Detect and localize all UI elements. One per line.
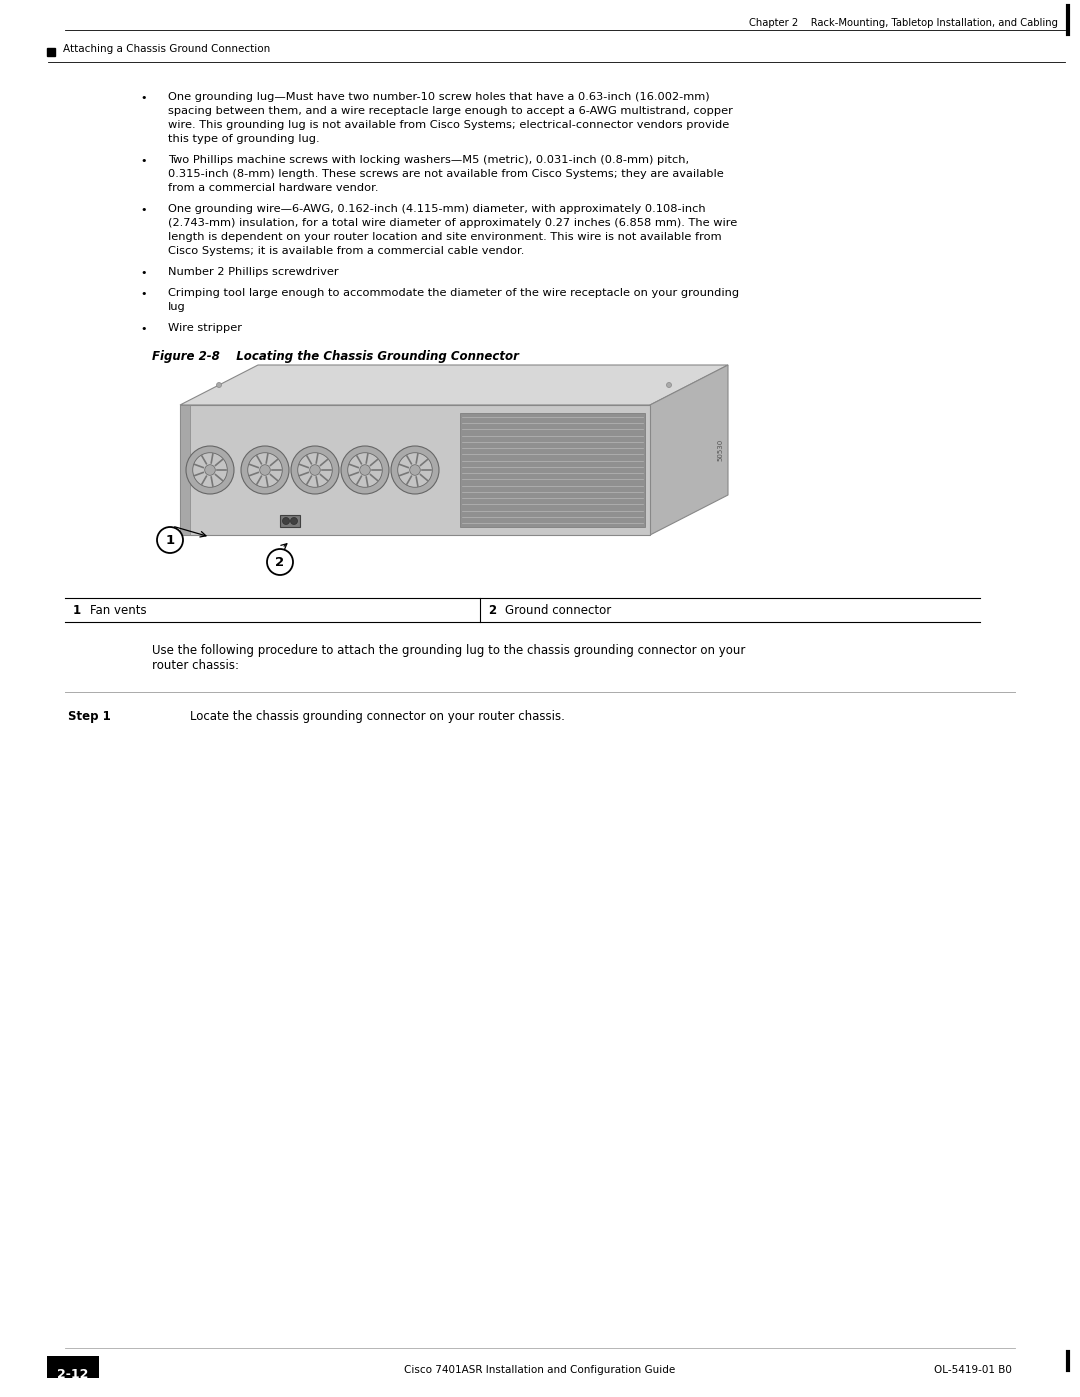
Polygon shape bbox=[180, 365, 728, 405]
Circle shape bbox=[409, 465, 420, 475]
Text: wire. This grounding lug is not available from Cisco Systems; electrical-connect: wire. This grounding lug is not availabl… bbox=[168, 120, 729, 130]
Text: from a commercial hardware vendor.: from a commercial hardware vendor. bbox=[168, 183, 378, 193]
Text: One grounding lug—Must have two number-10 screw holes that have a 0.63-inch (16.: One grounding lug—Must have two number-1… bbox=[168, 92, 710, 102]
Bar bbox=[280, 515, 300, 527]
Text: router chassis:: router chassis: bbox=[152, 659, 239, 672]
Text: Attaching a Chassis Ground Connection: Attaching a Chassis Ground Connection bbox=[63, 43, 270, 54]
Text: 2: 2 bbox=[488, 604, 496, 617]
Circle shape bbox=[205, 465, 215, 475]
Circle shape bbox=[291, 446, 339, 495]
Text: •: • bbox=[140, 324, 147, 334]
Circle shape bbox=[298, 453, 333, 488]
Text: Cisco Systems; it is available from a commercial cable vendor.: Cisco Systems; it is available from a co… bbox=[168, 246, 525, 256]
Circle shape bbox=[157, 527, 183, 553]
Text: lug: lug bbox=[168, 302, 186, 312]
Text: •: • bbox=[140, 289, 147, 299]
Circle shape bbox=[348, 453, 382, 488]
Circle shape bbox=[291, 517, 297, 524]
Bar bbox=[180, 405, 190, 535]
Text: Use the following procedure to attach the grounding lug to the chassis grounding: Use the following procedure to attach th… bbox=[152, 644, 745, 657]
Circle shape bbox=[397, 453, 432, 488]
Text: Crimping tool large enough to accommodate the diameter of the wire receptacle on: Crimping tool large enough to accommodat… bbox=[168, 288, 739, 298]
Text: •: • bbox=[140, 156, 147, 166]
Text: 50530: 50530 bbox=[717, 439, 723, 461]
Circle shape bbox=[247, 453, 282, 488]
Text: 1: 1 bbox=[165, 534, 175, 546]
Text: One grounding wire—6-AWG, 0.162-inch (4.115-mm) diameter, with approximately 0.1: One grounding wire—6-AWG, 0.162-inch (4.… bbox=[168, 204, 705, 214]
Text: •: • bbox=[140, 94, 147, 103]
Text: Ground connector: Ground connector bbox=[505, 604, 611, 617]
Circle shape bbox=[310, 465, 321, 475]
Circle shape bbox=[666, 383, 672, 387]
Text: •: • bbox=[140, 205, 147, 215]
Circle shape bbox=[267, 549, 293, 576]
Text: 2-12: 2-12 bbox=[57, 1368, 89, 1382]
Circle shape bbox=[259, 465, 270, 475]
Circle shape bbox=[241, 446, 289, 495]
Bar bbox=[48, 1356, 99, 1377]
Text: OL-5419-01 B0: OL-5419-01 B0 bbox=[934, 1365, 1012, 1375]
Text: length is dependent on your router location and site environment. This wire is n: length is dependent on your router locat… bbox=[168, 232, 721, 242]
Text: this type of grounding lug.: this type of grounding lug. bbox=[168, 134, 320, 144]
Bar bbox=[48, 47, 55, 56]
Text: (2.743-mm) insulation, for a total wire diameter of approximately 0.27 inches (6: (2.743-mm) insulation, for a total wire … bbox=[168, 218, 738, 228]
Text: 2: 2 bbox=[275, 556, 284, 569]
Text: spacing between them, and a wire receptacle large enough to accept a 6-AWG multi: spacing between them, and a wire recepta… bbox=[168, 106, 733, 116]
Text: Figure 2-8    Locating the Chassis Grounding Connector: Figure 2-8 Locating the Chassis Groundin… bbox=[152, 351, 518, 363]
Text: Cisco 7401ASR Installation and Configuration Guide: Cisco 7401ASR Installation and Configura… bbox=[404, 1365, 676, 1375]
Bar bbox=[460, 414, 645, 527]
Text: •: • bbox=[140, 268, 147, 278]
Text: 0.315-inch (8-mm) length. These screws are not available from Cisco Systems; the: 0.315-inch (8-mm) length. These screws a… bbox=[168, 169, 724, 179]
Circle shape bbox=[216, 383, 221, 387]
Circle shape bbox=[283, 517, 289, 524]
Text: Two Phillips machine screws with locking washers—M5 (metric), 0.031-inch (0.8-mm: Two Phillips machine screws with locking… bbox=[168, 155, 689, 165]
Text: Chapter 2    Rack-Mounting, Tabletop Installation, and Cabling: Chapter 2 Rack-Mounting, Tabletop Instal… bbox=[750, 18, 1058, 28]
Text: Wire stripper: Wire stripper bbox=[168, 323, 242, 332]
Text: Fan vents: Fan vents bbox=[90, 604, 147, 617]
Circle shape bbox=[391, 446, 438, 495]
Text: Number 2 Phillips screwdriver: Number 2 Phillips screwdriver bbox=[168, 267, 339, 277]
Text: Locate the chassis grounding connector on your router chassis.: Locate the chassis grounding connector o… bbox=[190, 710, 565, 724]
Text: Step 1: Step 1 bbox=[68, 710, 111, 724]
Circle shape bbox=[192, 453, 227, 488]
Circle shape bbox=[341, 446, 389, 495]
Polygon shape bbox=[650, 365, 728, 535]
Text: 1: 1 bbox=[73, 604, 81, 617]
Bar bbox=[180, 405, 650, 535]
Circle shape bbox=[186, 446, 234, 495]
Circle shape bbox=[360, 465, 370, 475]
